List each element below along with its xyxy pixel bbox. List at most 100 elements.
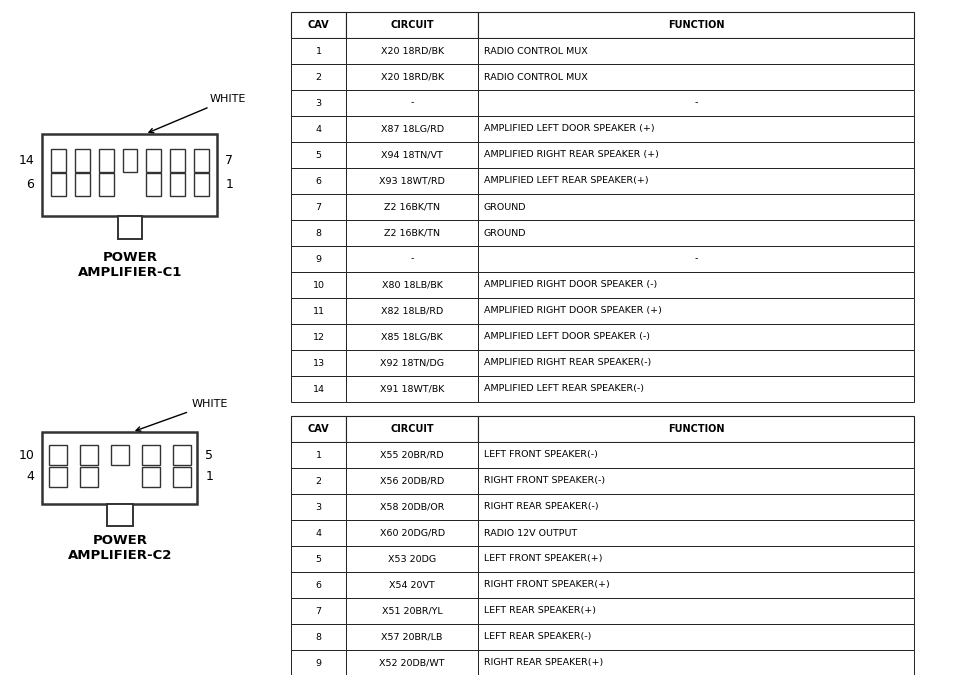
Bar bbox=[291, 416, 346, 442]
Bar bbox=[107, 504, 132, 526]
Text: CAV: CAV bbox=[308, 424, 329, 434]
Text: X58 20DB/OR: X58 20DB/OR bbox=[379, 502, 444, 512]
Bar bbox=[477, 90, 913, 116]
Bar bbox=[291, 350, 346, 376]
Bar bbox=[346, 350, 477, 376]
Bar bbox=[346, 520, 477, 546]
Bar bbox=[346, 376, 477, 402]
Text: 5: 5 bbox=[315, 151, 321, 159]
Bar bbox=[346, 494, 477, 520]
Text: X52 20DB/WT: X52 20DB/WT bbox=[379, 659, 444, 668]
Bar bbox=[346, 116, 477, 142]
Text: CAV: CAV bbox=[308, 20, 329, 30]
Text: GROUND: GROUND bbox=[483, 229, 526, 238]
Bar bbox=[80, 466, 97, 487]
Bar bbox=[147, 148, 161, 171]
Bar bbox=[346, 142, 477, 168]
Text: 6: 6 bbox=[315, 176, 321, 186]
Text: WHITE: WHITE bbox=[136, 399, 228, 431]
Text: AMPLIFIED LEFT DOOR SPEAKER (-): AMPLIFIED LEFT DOOR SPEAKER (-) bbox=[483, 333, 649, 342]
Bar bbox=[291, 546, 346, 572]
Bar bbox=[291, 598, 346, 624]
Bar bbox=[291, 494, 346, 520]
Text: X91 18WT/BK: X91 18WT/BK bbox=[379, 385, 444, 394]
Bar bbox=[171, 173, 185, 196]
Bar bbox=[173, 445, 191, 465]
Bar bbox=[194, 173, 209, 196]
Bar bbox=[477, 350, 913, 376]
Bar bbox=[291, 572, 346, 598]
Bar bbox=[477, 194, 913, 220]
Text: RADIO 12V OUTPUT: RADIO 12V OUTPUT bbox=[483, 529, 577, 537]
Text: 5: 5 bbox=[205, 449, 213, 462]
Text: RIGHT FRONT SPEAKER(+): RIGHT FRONT SPEAKER(+) bbox=[483, 580, 609, 589]
Text: -: - bbox=[694, 254, 697, 263]
Text: X80 18LB/BK: X80 18LB/BK bbox=[381, 281, 442, 290]
Text: AMPLIFIED LEFT REAR SPEAKER(+): AMPLIFIED LEFT REAR SPEAKER(+) bbox=[483, 176, 648, 186]
Bar bbox=[346, 468, 477, 494]
Bar bbox=[477, 220, 913, 246]
Text: 1: 1 bbox=[315, 450, 321, 460]
Bar bbox=[477, 376, 913, 402]
Text: X85 18LG/BK: X85 18LG/BK bbox=[381, 333, 442, 342]
Text: 6: 6 bbox=[315, 580, 321, 589]
Text: Z2 16BK/TN: Z2 16BK/TN bbox=[384, 202, 439, 211]
Bar bbox=[477, 520, 913, 546]
Bar bbox=[477, 298, 913, 324]
Bar bbox=[346, 220, 477, 246]
Bar bbox=[118, 216, 142, 239]
Bar bbox=[346, 442, 477, 468]
Text: 1: 1 bbox=[315, 47, 321, 55]
Text: 13: 13 bbox=[313, 358, 324, 367]
Text: 14: 14 bbox=[313, 385, 324, 394]
Bar bbox=[291, 442, 346, 468]
Text: 7: 7 bbox=[225, 154, 233, 167]
Text: RIGHT FRONT SPEAKER(-): RIGHT FRONT SPEAKER(-) bbox=[483, 477, 604, 485]
Text: 7: 7 bbox=[315, 607, 321, 616]
Bar bbox=[291, 220, 346, 246]
Bar bbox=[477, 650, 913, 675]
Bar bbox=[346, 598, 477, 624]
Bar bbox=[291, 64, 346, 90]
Bar bbox=[50, 445, 67, 465]
Text: AMPLIFIED RIGHT DOOR SPEAKER (-): AMPLIFIED RIGHT DOOR SPEAKER (-) bbox=[483, 281, 657, 290]
Bar bbox=[291, 194, 346, 220]
Bar bbox=[477, 416, 913, 442]
Text: X82 18LB/RD: X82 18LB/RD bbox=[380, 306, 443, 315]
Text: CIRCUIT: CIRCUIT bbox=[390, 20, 434, 30]
Text: X54 20VT: X54 20VT bbox=[389, 580, 435, 589]
Text: X56 20DB/RD: X56 20DB/RD bbox=[379, 477, 444, 485]
Text: -: - bbox=[410, 99, 414, 107]
Bar bbox=[43, 134, 217, 216]
Text: RIGHT REAR SPEAKER(+): RIGHT REAR SPEAKER(+) bbox=[483, 659, 602, 668]
Bar bbox=[171, 148, 185, 171]
Bar bbox=[291, 272, 346, 298]
Text: X55 20BR/RD: X55 20BR/RD bbox=[380, 450, 443, 460]
Bar bbox=[291, 520, 346, 546]
Text: 7: 7 bbox=[315, 202, 321, 211]
Text: 2: 2 bbox=[315, 477, 321, 485]
Bar bbox=[346, 64, 477, 90]
Text: 11: 11 bbox=[313, 306, 324, 315]
Text: FUNCTION: FUNCTION bbox=[667, 424, 723, 434]
Bar bbox=[142, 466, 159, 487]
Text: X53 20DG: X53 20DG bbox=[388, 554, 436, 564]
Text: FUNCTION: FUNCTION bbox=[667, 20, 723, 30]
Bar bbox=[122, 148, 137, 171]
Text: LEFT FRONT SPEAKER(-): LEFT FRONT SPEAKER(-) bbox=[483, 450, 598, 460]
Bar bbox=[98, 148, 113, 171]
Bar bbox=[51, 148, 66, 171]
Text: X92 18TN/DG: X92 18TN/DG bbox=[379, 358, 444, 367]
Text: 8: 8 bbox=[315, 632, 321, 641]
Text: 4: 4 bbox=[27, 470, 34, 483]
Bar bbox=[346, 90, 477, 116]
Bar bbox=[346, 624, 477, 650]
Bar bbox=[291, 650, 346, 675]
Bar bbox=[346, 324, 477, 350]
Text: 3: 3 bbox=[315, 99, 321, 107]
Bar bbox=[477, 624, 913, 650]
Text: 3: 3 bbox=[315, 502, 321, 512]
Bar bbox=[477, 246, 913, 272]
Text: 12: 12 bbox=[313, 333, 324, 342]
Text: X20 18RD/BK: X20 18RD/BK bbox=[380, 47, 443, 55]
